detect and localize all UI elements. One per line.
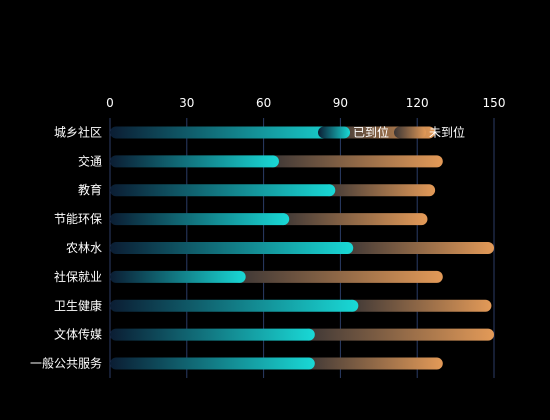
category-label: 城乡社区 [54,124,102,139]
bar-not-arrived [341,242,494,254]
bar-arrived [110,155,279,168]
legend-swatch-not-arrived [394,126,426,139]
bars [110,126,494,370]
category-label: 一般公共服务 [30,356,102,371]
category-label: 卫生健康 [54,298,102,313]
bar-arrived [110,184,336,197]
bar-not-arrived [277,213,428,226]
bar-arrived [110,213,290,226]
bar-not-arrived [266,155,443,168]
x-tick-label: 120 [406,96,429,110]
x-axis-ticks: 0 30 60 90 120 150 [106,96,505,110]
category-label: 社保就业 [54,269,102,284]
x-tick-label: 60 [256,96,271,110]
x-tick-label: 30 [179,96,194,110]
bar-arrived [110,299,359,312]
category-label: 文体传媒 [54,327,102,342]
bar-not-arrived [323,184,436,197]
x-tick-label: 90 [333,96,348,110]
category-label: 教育 [78,182,102,197]
x-tick-label: 150 [483,96,506,110]
category-label: 节能环保 [54,212,102,226]
bar-not-arrived [302,328,494,341]
bar-arrived [110,126,346,139]
category-label: 农林水 [66,241,102,255]
bar-not-arrived [302,357,443,370]
legend: 已到位 未到位 [318,124,465,139]
bar-not-arrived [233,270,443,283]
bar-arrived [110,242,354,254]
bar-not-arrived [346,299,492,312]
bar-arrived [110,328,315,341]
legend-label-not-arrived: 未到位 [429,124,465,139]
bar-arrived [110,357,315,370]
legend-label-arrived: 已到位 [353,124,389,139]
category-label: 交通 [78,153,102,168]
bar-arrived [110,270,246,283]
x-tick-label: 0 [106,96,114,110]
legend-swatch-arrived [318,126,350,139]
